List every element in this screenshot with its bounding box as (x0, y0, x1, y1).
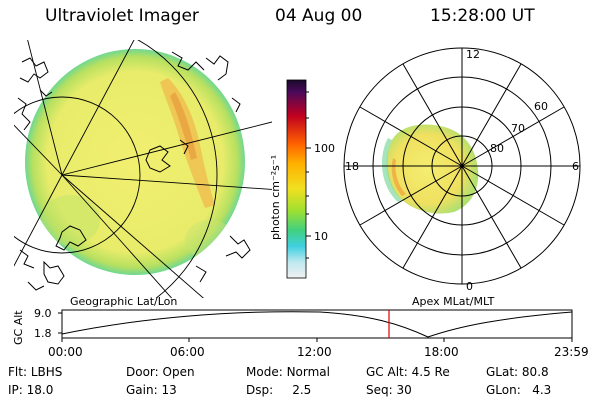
colorbar-unit-label: photon cm⁻²s⁻¹ (269, 155, 282, 240)
altitude-ytick-9: 9.0 (34, 307, 52, 320)
coastlines (17, 51, 251, 291)
polar-plot: 12 18 6 0 60 70 80 (343, 47, 581, 293)
info-dsp-value: 2.5 (292, 383, 312, 397)
mlt-label-12: 12 (466, 48, 480, 61)
info-gain-value: 13 (161, 383, 177, 397)
mlat-label-60: 60 (534, 100, 548, 113)
altitude-xtick-0000: 00:00 (48, 345, 83, 359)
altitude-xtick-0600: 06:00 (170, 345, 205, 359)
mlat-label-80: 80 (490, 142, 504, 155)
info-door-value: Open (162, 365, 195, 379)
info-mode-value: Normal (286, 365, 330, 379)
info-glon: GLon: 4.3 (486, 383, 552, 397)
altitude-plot-frame (61, 309, 573, 339)
geographic-grid (14, 40, 272, 298)
info-ip-value: 18.0 (26, 383, 54, 397)
mlt-label-18: 18 (345, 160, 359, 173)
mlt-label-6: 6 (572, 160, 579, 173)
colorbar-scale (286, 79, 307, 279)
altitude-ylabel: GC Alt (12, 310, 25, 345)
info-filter-value: LBHS (30, 365, 63, 379)
image-time: 15:28:00 UT (430, 6, 535, 26)
colorbar-tick-100: 100 (314, 142, 335, 155)
instrument-title: Ultraviolet Imager (45, 6, 199, 26)
info-gain: Gain: 13 (126, 383, 177, 397)
info-gc-alt: GC Alt: 4.5 Re (366, 365, 450, 379)
altitude-xtick-1800: 18:00 (424, 345, 459, 359)
info-dsp: Dsp: 2.5 (246, 383, 312, 397)
altitude-ytick-1.8: 1.8 (34, 327, 52, 340)
mlat-label-70: 70 (511, 122, 525, 135)
mlt-label-0: 0 (466, 280, 473, 293)
info-seq-value: 30 (396, 383, 412, 397)
info-seq: Seq: 30 (366, 383, 412, 397)
altitude-xtick-2359: 23:59 (554, 345, 589, 359)
info-glon-value: 4.3 (532, 383, 552, 397)
geographic-grid-label: Geographic Lat/Lon (70, 295, 177, 308)
geographic-globe-panel (14, 40, 272, 298)
info-mode: Mode: Normal (246, 365, 330, 379)
info-door: Door: Open (126, 365, 195, 379)
altitude-curve (61, 311, 573, 338)
colorbar-tick-10: 10 (314, 230, 328, 243)
altitude-xtick-1200: 12:00 (297, 345, 332, 359)
apex-grid-label: Apex MLat/MLT (412, 295, 495, 308)
info-filter: Flt: LBHS (8, 365, 63, 379)
image-date: 04 Aug 00 (275, 6, 363, 26)
info-ip: IP: 18.0 (8, 383, 54, 397)
info-gc-alt-value: 4.5 Re (411, 365, 450, 379)
colorbar: 100 10 photon cm⁻²s⁻¹ (269, 79, 335, 279)
info-glat-value: 80.8 (521, 365, 549, 379)
info-glat: GLat: 80.8 (486, 365, 549, 379)
altitude-plot: 9.0 1.8 GC Alt 00:00 06:00 12:00 18:00 2… (12, 307, 589, 359)
